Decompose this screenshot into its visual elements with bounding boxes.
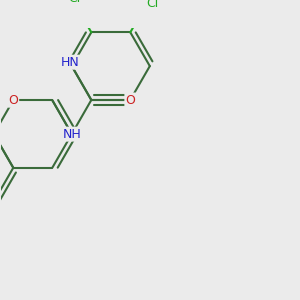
Text: O: O <box>8 94 18 107</box>
Text: HN: HN <box>61 56 79 69</box>
Text: Cl: Cl <box>147 0 159 10</box>
Text: NH: NH <box>62 128 81 141</box>
Text: O: O <box>125 94 135 106</box>
Text: Cl: Cl <box>69 0 81 5</box>
